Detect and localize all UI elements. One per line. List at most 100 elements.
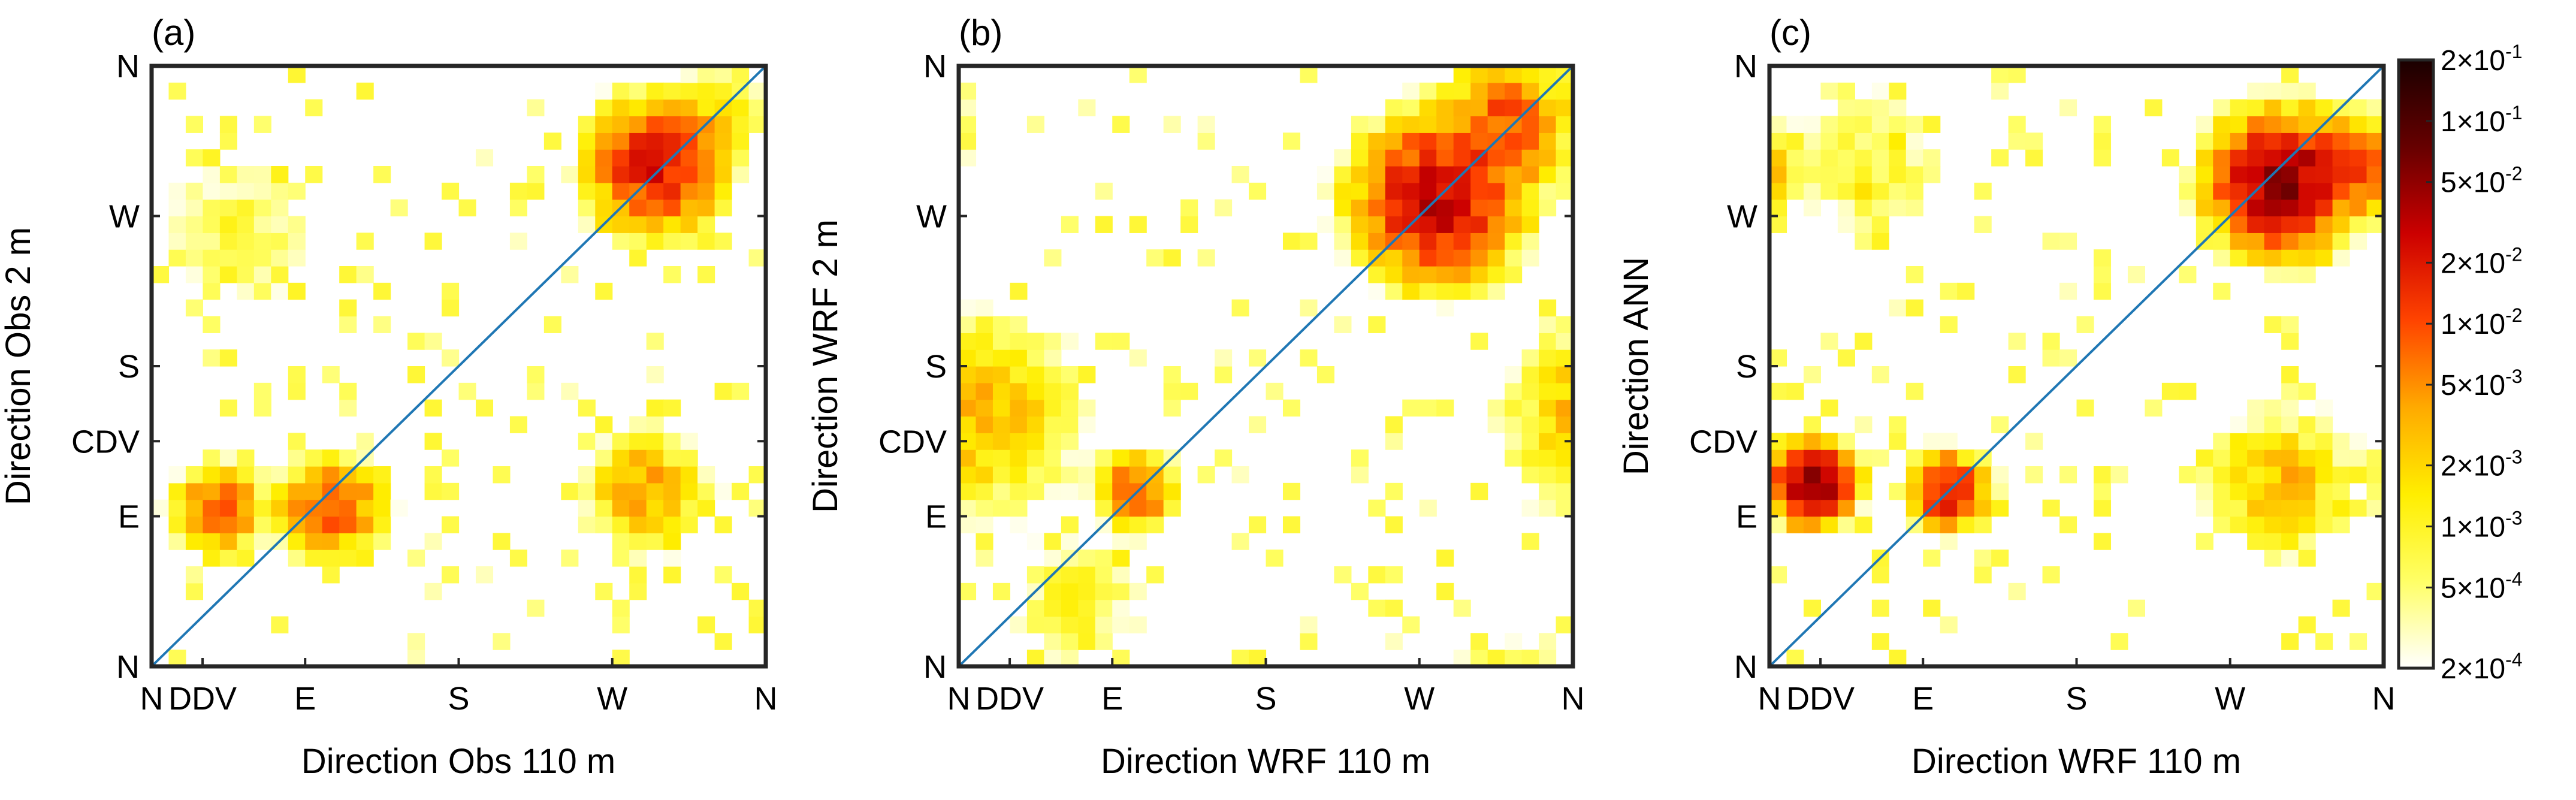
panel-b-cell <box>959 149 977 167</box>
panel-a-cell <box>646 216 664 233</box>
panel-a-cell <box>203 249 221 267</box>
panel-c-cell <box>2349 449 2367 467</box>
panel-b-x-tick-label: S <box>1255 681 1276 717</box>
panel-b-cell <box>1505 199 1523 217</box>
panel-a-cell <box>185 566 204 584</box>
panel-a-cell <box>629 216 647 233</box>
panel-b-cell <box>1539 633 1557 650</box>
panel-b-cell <box>1539 449 1557 467</box>
panel-b-cell <box>1521 382 1539 400</box>
panel-b-cell <box>976 366 993 384</box>
panel-b-cell <box>1556 316 1574 333</box>
panel-c-cell <box>2264 233 2282 250</box>
panel-b-cell <box>1368 566 1386 584</box>
panel-c-cell <box>2281 466 2299 484</box>
panel-b-cell <box>1044 333 1062 350</box>
panel-b-cell <box>1402 266 1420 283</box>
panel-c-cell <box>1786 499 1804 517</box>
panel-a-cell <box>663 216 681 233</box>
panel-b-cell <box>1385 149 1403 167</box>
panel-b-cell <box>976 516 993 533</box>
panel-c-x-ticks: N DDV E S W N <box>1758 658 2396 717</box>
panel-c-cell <box>2298 449 2316 467</box>
panel-a-cell <box>697 216 715 233</box>
panel-b-cell <box>1095 633 1113 650</box>
panel-c-cell <box>2298 216 2316 233</box>
panel-c-cell <box>1923 116 1941 133</box>
panel-b-cell <box>1487 182 1505 200</box>
panel-b-cell <box>1505 66 1523 83</box>
panel-b-cell <box>1026 416 1044 433</box>
panel-a-cell <box>663 533 681 550</box>
panel-c-cell <box>2230 249 2248 267</box>
panel-b-cell <box>1539 466 1557 484</box>
panel-b-cell <box>1453 282 1471 300</box>
panel-c-cell <box>2247 466 2265 484</box>
panel-c-cell <box>1786 516 1804 533</box>
panel-a-cell <box>646 482 664 500</box>
panel-b-cell <box>959 316 977 333</box>
panel-c-cell <box>2264 499 2282 517</box>
panel-b-cell <box>1351 116 1369 133</box>
panel-b-cell <box>1453 82 1471 100</box>
panel-b-cell <box>1351 216 1369 233</box>
panel-c-cell <box>2213 282 2231 300</box>
panel-c-cell <box>2264 482 2282 500</box>
panel-c-cell <box>2093 116 2112 133</box>
panel-b-cell <box>1419 249 1437 267</box>
panel-c-cell <box>2349 116 2367 133</box>
panel-a-cell <box>237 466 255 484</box>
panel-a-cell <box>595 99 613 117</box>
panel-b-cell <box>992 316 1011 333</box>
panel-b-cell <box>1231 650 1249 667</box>
panel-c-cell <box>1855 333 1873 350</box>
panel-c-cell <box>2366 482 2384 500</box>
panel-a-cell <box>680 182 698 200</box>
panel-a-cell <box>288 499 306 517</box>
panel-c-cell <box>2332 149 2350 167</box>
panel-b-cell <box>1129 466 1147 484</box>
panel-a-cell <box>339 516 357 533</box>
panel-a-cell <box>339 449 357 467</box>
panel-a-cell <box>219 116 237 133</box>
panel-b-cell <box>992 433 1011 450</box>
panel-b-cell <box>1112 449 1130 467</box>
panel-a-cell <box>442 449 460 467</box>
panel-c-cell <box>2059 99 2077 117</box>
panel-a-cell <box>629 449 647 467</box>
panel-b-x-tick-label: DDV <box>976 681 1044 717</box>
panel-a-cell <box>578 116 596 133</box>
panel-c-cell <box>2315 482 2333 500</box>
panel-c-cell <box>1803 149 1822 167</box>
panel-c-y-tick-label: W <box>1727 199 1757 235</box>
panel-b-cell <box>1026 650 1044 667</box>
panel-b-cell <box>1180 382 1198 400</box>
panel-c-cell <box>2196 533 2213 550</box>
panel-b-cell <box>1539 433 1557 450</box>
panel-c-cell <box>1889 433 1907 450</box>
panel-c-cell <box>1889 482 1907 500</box>
panel-a-cell <box>646 399 664 417</box>
panel-a-cell <box>595 166 613 183</box>
panel-c-cell <box>2042 499 2060 517</box>
panel-c-cell <box>2366 582 2384 600</box>
panel-a-cell <box>237 282 255 300</box>
panel-b-cell <box>1556 349 1574 367</box>
panel-b-cell <box>1334 566 1352 584</box>
panel-a-cell <box>219 233 237 250</box>
panel-a-cell <box>203 182 221 200</box>
panel-c-x-tick-label: E <box>1912 681 1934 717</box>
panel-b-cell <box>1453 266 1471 283</box>
panel-a-cell <box>203 199 221 217</box>
panel-a-cell <box>527 599 545 617</box>
panel-a-cell <box>203 516 221 533</box>
panel-b-cell <box>1078 599 1096 617</box>
panel-c-cell <box>1889 199 1907 217</box>
colorbar-tick-exponent: -3 <box>2505 446 2522 468</box>
panel-a-cell <box>185 149 204 167</box>
panel-a-cell <box>714 199 732 217</box>
panel-b-cell <box>1521 66 1539 83</box>
panel-b-x-tick-label: N <box>1562 681 1585 717</box>
panel-c-cell <box>2008 582 2026 600</box>
panel-b-cell <box>1402 282 1420 300</box>
